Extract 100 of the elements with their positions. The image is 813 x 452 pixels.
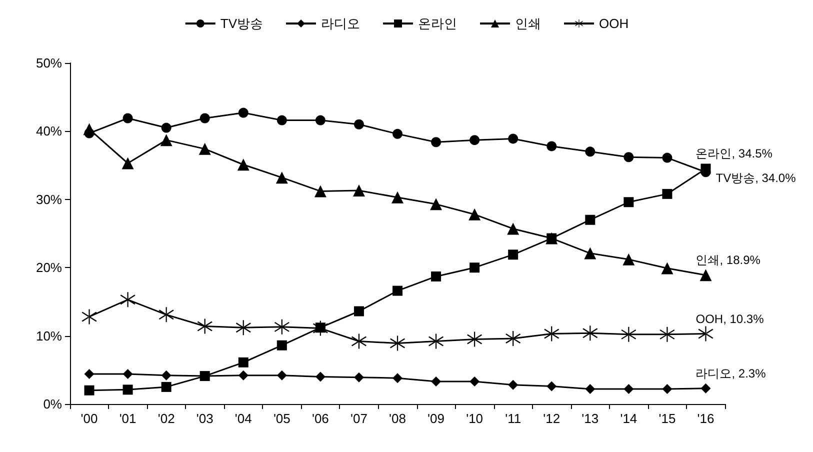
- point: [197, 318, 212, 334]
- x-tick-label: '06: [312, 411, 329, 426]
- annotation: 온라인, 34.5%: [696, 146, 773, 161]
- point: [392, 128, 402, 139]
- point: [431, 137, 442, 148]
- point: [507, 222, 520, 235]
- point: [314, 185, 326, 198]
- point: [83, 123, 96, 136]
- point: [662, 188, 672, 199]
- point: [430, 198, 442, 210]
- x-tick-label: '01: [119, 411, 136, 426]
- x-tick-label: '04: [234, 411, 252, 426]
- point: [122, 368, 133, 379]
- point: [700, 164, 711, 174]
- point: [506, 331, 521, 346]
- x-tick-label: '09: [428, 411, 445, 426]
- point: [161, 122, 172, 133]
- legend-label: TV방송: [220, 16, 264, 31]
- x-tick-label: '12: [543, 411, 560, 426]
- point: [698, 326, 714, 342]
- point: [315, 115, 326, 126]
- annotation: 인쇄, 18.9%: [696, 253, 761, 268]
- point: [624, 197, 634, 208]
- x-tick-label: '02: [158, 411, 175, 426]
- x-tick-label: '07: [350, 411, 368, 426]
- x-tick-label: '13: [582, 411, 599, 426]
- annotation: 라디오, 2.3%: [696, 366, 766, 380]
- point: [390, 336, 405, 351]
- point: [508, 380, 518, 390]
- point: [428, 334, 444, 349]
- point: [624, 152, 634, 162]
- x-tick-label: '16: [697, 411, 714, 426]
- point: [276, 172, 288, 184]
- point: [84, 368, 94, 379]
- point: [198, 142, 211, 155]
- point: [237, 158, 250, 171]
- point: [122, 384, 133, 395]
- legend-label: 라디오: [321, 16, 360, 31]
- point: [662, 152, 672, 163]
- point: [354, 372, 364, 382]
- x-tick-label: '15: [658, 411, 676, 426]
- x-tick-label: '03: [196, 411, 214, 426]
- point: [392, 286, 402, 296]
- point: [700, 269, 712, 282]
- point: [238, 370, 248, 380]
- point: [470, 262, 480, 273]
- x-tick-label: '08: [389, 411, 406, 426]
- point: [352, 184, 365, 197]
- point: [467, 332, 482, 347]
- point: [624, 384, 634, 394]
- y-tick-label: 10%: [36, 328, 62, 344]
- point: [200, 113, 210, 124]
- point: [276, 340, 287, 350]
- point: [585, 214, 596, 225]
- point: [276, 370, 287, 380]
- x-tick-label: '11: [505, 411, 522, 426]
- point: [312, 320, 328, 336]
- point: [276, 115, 287, 126]
- x-tick-label: '10: [466, 411, 484, 426]
- x-tick-label: '00: [80, 411, 98, 426]
- point: [546, 381, 557, 392]
- annotation: TV방송, 34.0%: [716, 171, 796, 186]
- annotation: OOH, 10.3%: [696, 312, 764, 326]
- point: [585, 384, 596, 394]
- point: [236, 320, 251, 336]
- point: [582, 326, 598, 341]
- y-tick-label: 0%: [43, 396, 62, 412]
- point: [431, 271, 442, 282]
- point: [660, 326, 675, 342]
- point: [82, 309, 97, 324]
- point: [392, 373, 402, 384]
- x-tick-label: '14: [620, 411, 638, 426]
- point: [160, 134, 172, 146]
- point: [470, 376, 480, 386]
- legend-label: 인쇄: [515, 16, 541, 31]
- point: [621, 326, 636, 342]
- point: [122, 113, 133, 124]
- point: [315, 372, 326, 382]
- point: [238, 108, 248, 118]
- point: [84, 385, 94, 396]
- y-tick-label: 40%: [36, 124, 62, 139]
- point: [431, 376, 442, 386]
- point: [468, 208, 481, 220]
- point: [354, 306, 364, 316]
- point: [544, 326, 560, 342]
- x-tick-label: '05: [273, 411, 290, 426]
- legend-label: OOH: [599, 16, 629, 31]
- point: [161, 370, 172, 380]
- point: [122, 157, 134, 170]
- point: [274, 319, 290, 334]
- y-tick-label: 30%: [36, 192, 62, 207]
- point: [392, 191, 404, 204]
- point: [354, 119, 364, 130]
- point: [351, 334, 366, 349]
- point: [585, 146, 596, 157]
- y-tick-label: 20%: [36, 260, 62, 276]
- point: [158, 307, 174, 322]
- point: [508, 250, 518, 260]
- point: [238, 357, 248, 368]
- y-tick-label: 50%: [36, 56, 62, 70]
